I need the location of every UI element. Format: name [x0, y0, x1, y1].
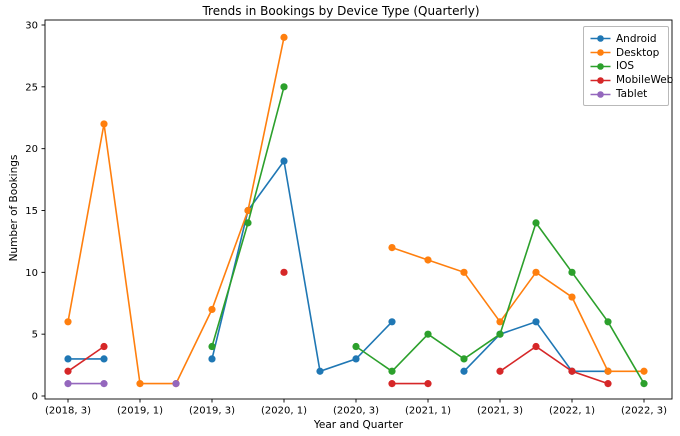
- data-point-desktop-20183: [64, 318, 72, 326]
- data-point-ios-20213: [496, 330, 504, 338]
- data-point-ios-20211: [424, 330, 432, 338]
- data-point-tablet-20183: [64, 380, 72, 388]
- series-line-mobileweb: [67, 345, 105, 372]
- x-tick-label: (2019, 1): [117, 406, 163, 417]
- legend-item-mobileweb: MobileWeb: [590, 73, 673, 87]
- data-point-mobileweb-20213: [496, 367, 504, 375]
- data-point-android-20214: [532, 318, 540, 326]
- legend-label: Desktop: [616, 46, 660, 59]
- y-tick-label: 15: [25, 206, 38, 217]
- legend: Android Desktop IOS MobileWeb Tablet: [583, 26, 673, 106]
- legend-label: Tablet: [616, 88, 648, 101]
- series-line-mobileweb: [499, 345, 609, 385]
- data-point-desktop-20204: [388, 244, 396, 252]
- x-tick-label: (2020, 3): [333, 406, 379, 417]
- legend-marker-android-icon: [590, 35, 611, 43]
- series-line-android: [211, 158, 393, 373]
- data-point-desktop-20193: [208, 305, 216, 314]
- data-point-android-20212: [460, 367, 468, 375]
- data-point-ios-20193: [208, 342, 216, 351]
- legend-item-android: Android: [590, 32, 662, 46]
- x-tick-label: (2022, 1): [549, 406, 595, 417]
- data-point-ios-20194: [244, 219, 252, 227]
- data-point-mobileweb-20204: [388, 380, 396, 388]
- data-point-desktop-20222: [604, 367, 612, 375]
- x-tick-label: (2019, 3): [189, 406, 235, 417]
- data-point-mobileweb-20214: [532, 342, 540, 351]
- y-tick-label: 0: [32, 392, 38, 403]
- legend-label: IOS: [616, 60, 635, 73]
- data-point-mobileweb-20211: [424, 380, 432, 388]
- legend-label: Android: [616, 32, 657, 45]
- data-point-mobileweb-20221: [568, 367, 576, 375]
- data-point-mobileweb-20183: [64, 367, 72, 375]
- data-point-desktop-20184: [100, 120, 108, 128]
- x-axis-label: Year and Quarter: [313, 419, 404, 431]
- legend-dot: [597, 49, 604, 56]
- data-point-desktop-20201: [280, 33, 288, 41]
- data-point-desktop-20194: [244, 206, 252, 215]
- legend-item-tablet: Tablet: [590, 87, 662, 101]
- data-point-ios-20221: [568, 268, 576, 276]
- y-tick-label: 25: [25, 82, 38, 93]
- data-point-ios-20203: [352, 342, 360, 351]
- legend-dot: [597, 76, 604, 84]
- data-point-ios-20212: [460, 355, 468, 363]
- y-tick-label: 20: [25, 144, 38, 155]
- data-point-desktop-20214: [532, 268, 540, 276]
- data-point-mobileweb-20201: [280, 268, 288, 276]
- data-point-android-20202: [316, 367, 324, 375]
- y-axis-label: Number of Bookings: [8, 154, 20, 262]
- data-point-android-20184: [100, 355, 108, 363]
- x-tick-label: (2022, 3): [621, 406, 667, 417]
- y-tick-label: 5: [32, 330, 38, 341]
- legend-dot: [597, 90, 604, 98]
- data-point-desktop-20221: [568, 293, 576, 301]
- legend-item-desktop: Desktop: [590, 46, 662, 60]
- data-point-ios-20204: [388, 367, 396, 375]
- data-point-desktop-20223: [640, 367, 648, 375]
- data-point-android-20183: [64, 355, 72, 363]
- series-line-ios: [211, 86, 285, 347]
- x-tick-label: (2018, 3): [45, 406, 91, 417]
- chart-title: Trends in Bookings by Device Type (Quart…: [202, 4, 480, 18]
- legend-marker-tablet-icon: [590, 90, 611, 98]
- legend-marker-mobileweb-icon: [590, 76, 611, 84]
- legend-dot: [597, 63, 604, 70]
- legend-item-ios: IOS: [590, 60, 662, 74]
- series-line-desktop: [391, 246, 644, 373]
- data-point-desktop-20213: [496, 318, 504, 326]
- legend-marker-ios-icon: [590, 63, 611, 70]
- data-point-android-20204: [388, 318, 396, 326]
- data-point-mobileweb-20222: [604, 380, 612, 388]
- data-point-android-20203: [352, 355, 360, 363]
- data-point-desktop-20212: [460, 268, 468, 276]
- y-tick-label: 10: [25, 268, 38, 279]
- series-line-ios: [355, 221, 645, 385]
- x-tick-label: (2020, 1): [261, 406, 307, 417]
- legend-dot: [597, 35, 604, 43]
- x-tick-label: (2021, 1): [405, 406, 451, 417]
- plot-area: [44, 19, 673, 400]
- data-point-ios-20214: [532, 219, 540, 227]
- data-point-tablet-20192: [172, 380, 180, 388]
- y-tick-label: 30: [25, 21, 38, 32]
- legend-marker-desktop-icon: [590, 49, 611, 56]
- data-point-android-20193: [208, 355, 216, 363]
- data-point-desktop-20191: [136, 380, 144, 388]
- legend-label: MobileWeb: [616, 74, 674, 87]
- data-point-ios-20201: [280, 83, 288, 91]
- data-point-mobileweb-20184: [100, 342, 108, 351]
- x-tick-label: (2021, 3): [477, 406, 523, 417]
- data-point-desktop-20211: [424, 256, 432, 264]
- data-point-tablet-20184: [100, 380, 108, 388]
- data-point-ios-20223: [640, 380, 648, 388]
- data-point-ios-20222: [604, 318, 612, 326]
- data-point-android-20201: [280, 157, 288, 165]
